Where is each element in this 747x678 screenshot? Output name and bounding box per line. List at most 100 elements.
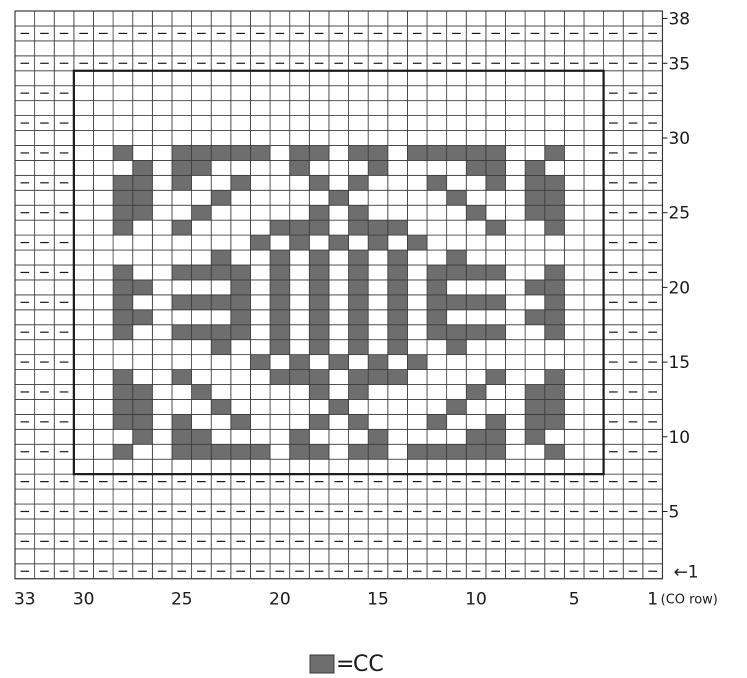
stitch-cell (289, 309, 310, 326)
stitch-cell (367, 294, 389, 311)
cc-stitch-cell (112, 279, 134, 296)
stitch-cell (132, 443, 153, 460)
stitch-cell (485, 384, 506, 400)
stitch-cell (524, 324, 546, 341)
stitch-cell (151, 399, 173, 415)
cc-stitch-cell (485, 443, 506, 460)
stitch-cell (210, 458, 232, 475)
stitch-cell (53, 399, 75, 415)
cc-stitch-cell (348, 219, 369, 236)
stitch-cell (132, 249, 153, 266)
cc-stitch-cell (544, 324, 565, 341)
stitch-cell (387, 85, 408, 102)
stitch-cell (387, 443, 408, 460)
stitch-cell (446, 488, 467, 505)
cc-stitch-cell (210, 249, 232, 266)
cc-stitch-cell (250, 145, 271, 161)
stitch-cell (14, 428, 36, 445)
stitch-cell (308, 428, 330, 445)
stitch-cell (387, 204, 408, 221)
stitch-cell (289, 70, 310, 87)
stitch-cell (505, 279, 526, 296)
cc-stitch-cell (230, 279, 251, 296)
stitch-cell (230, 70, 251, 87)
stitch-cell (34, 100, 55, 116)
stitch-cell (406, 130, 428, 146)
stitch-cell (406, 399, 428, 415)
stitch-cell (171, 70, 192, 87)
stitch-cell (367, 518, 389, 535)
stitch-cell (73, 85, 94, 102)
stitch-cell (622, 70, 644, 87)
stitch-cell (505, 40, 526, 57)
cc-stitch-cell (544, 413, 565, 430)
stitch-cell (328, 518, 349, 535)
stitch-cell (367, 488, 389, 505)
cc-stitch-cell (348, 324, 369, 341)
stitch-cell (289, 40, 310, 57)
stitch-cell (446, 159, 467, 176)
stitch-cell (563, 40, 585, 57)
stitch-cell (191, 189, 212, 206)
stitch-cell (426, 354, 448, 370)
stitch-cell (524, 354, 546, 370)
stitch-cell (250, 115, 271, 131)
cc-stitch-cell (289, 428, 310, 445)
stitch-cell (191, 115, 212, 131)
stitch-cell (544, 85, 565, 102)
stitch-cell (348, 518, 369, 535)
stitch-cell (485, 70, 506, 87)
stitch-cell (289, 130, 310, 146)
stitch-cell (171, 189, 192, 206)
cc-stitch-cell (112, 324, 134, 341)
stitch-cell (505, 189, 526, 206)
stitch-cell (269, 413, 291, 430)
stitch-cell (112, 339, 134, 356)
stitch-cell (308, 518, 330, 535)
stitch-cell (132, 548, 153, 565)
stitch-cell (446, 234, 467, 251)
cc-stitch-cell (112, 264, 134, 281)
stitch-cell (603, 159, 624, 176)
stitch-cell (426, 458, 448, 475)
stitch-cell (250, 309, 271, 326)
cc-stitch-cell (269, 249, 291, 266)
stitch-cell (250, 10, 271, 27)
stitch-cell (73, 413, 94, 430)
stitch-cell (289, 339, 310, 356)
stitch-cell (191, 458, 212, 475)
stitch-cell (505, 339, 526, 356)
stitch-cell (465, 85, 487, 102)
cc-stitch-cell (132, 413, 153, 430)
stitch-cell (367, 189, 389, 206)
stitch-cell (73, 249, 94, 266)
stitch-cell (328, 174, 349, 191)
cc-stitch-cell (485, 174, 506, 191)
cc-stitch-cell (230, 443, 251, 460)
stitch-cell (112, 354, 134, 370)
stitch-cell (14, 249, 36, 266)
stitch-cell (387, 488, 408, 505)
stitch-cell (583, 548, 604, 565)
stitch-cell (465, 339, 487, 356)
cc-stitch-cell (308, 264, 330, 281)
stitch-cell (524, 234, 546, 251)
stitch-cell (191, 249, 212, 266)
stitch-cell (406, 40, 428, 57)
stitch-cell (93, 264, 114, 281)
stitch-cell (505, 384, 526, 400)
stitch-cell (583, 249, 604, 266)
stitch-cell (53, 488, 75, 505)
stitch-cell (73, 40, 94, 57)
stitch-cell (53, 518, 75, 535)
stitch-cell (544, 40, 565, 57)
stitch-cell (151, 115, 173, 131)
stitch-cell (73, 309, 94, 326)
stitch-cell (524, 40, 546, 57)
stitch-cell (93, 384, 114, 400)
stitch-cell (151, 443, 173, 460)
stitch-cell (505, 518, 526, 535)
stitch-cell (328, 309, 349, 326)
stitch-cell (171, 384, 192, 400)
cc-stitch-cell (210, 339, 232, 356)
